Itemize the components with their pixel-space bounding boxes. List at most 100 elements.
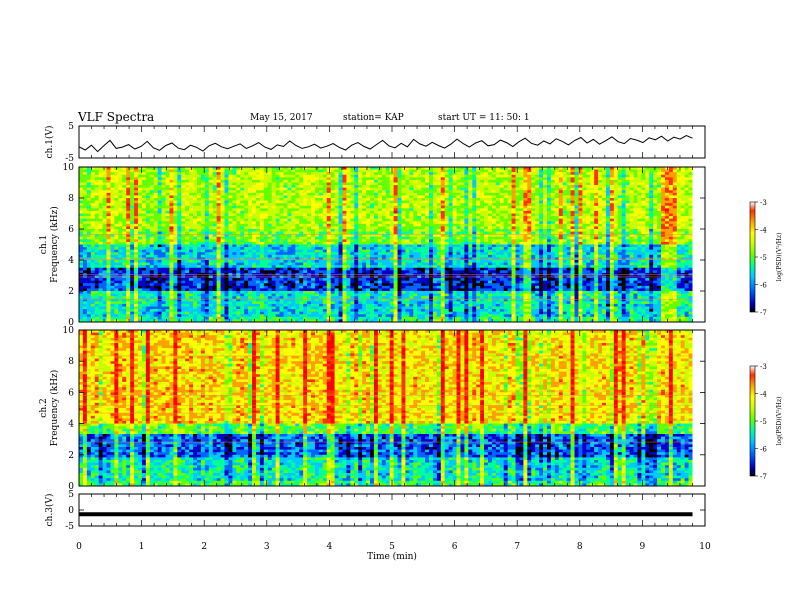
spectrogram-cell xyxy=(598,244,603,248)
spectrogram-cell xyxy=(543,203,548,207)
spectrogram-cell xyxy=(664,231,670,235)
spectrogram-cell xyxy=(318,226,324,230)
spectrogram-cell xyxy=(625,239,630,243)
spectrogram-cell xyxy=(141,210,147,214)
spectrogram-cell xyxy=(346,229,351,232)
spectrogram-cell xyxy=(334,174,339,178)
spectrogram-cell xyxy=(212,236,217,240)
spectrogram-cell xyxy=(307,190,312,194)
spectrogram-cell xyxy=(546,241,552,245)
spectrogram-cell xyxy=(350,213,355,217)
spectrogram-cell xyxy=(661,172,666,176)
spectrogram-cell xyxy=(141,221,147,225)
spectrogram-cell xyxy=(602,190,607,194)
spectrogram-cell xyxy=(342,185,347,188)
spectrogram-cell xyxy=(605,179,611,183)
spectrogram-cell xyxy=(169,190,174,194)
spectrogram-cell xyxy=(193,177,198,181)
spectrogram-cell xyxy=(668,198,674,201)
spectrogram-cell xyxy=(535,210,540,214)
spectrogram-cell xyxy=(413,195,418,199)
spectrogram-cell xyxy=(177,247,182,250)
spectrogram-cell xyxy=(259,198,265,201)
spectrogram-cell xyxy=(484,234,489,238)
spectrogram-cell xyxy=(362,241,367,245)
spectrogram-cell xyxy=(672,190,678,194)
spectrogram-cell xyxy=(275,192,280,196)
spectrogram-cell xyxy=(126,236,131,240)
spectrogram-cell xyxy=(566,172,571,176)
spectrogram-cell xyxy=(326,187,331,191)
spectrogram-cell xyxy=(598,236,603,240)
spectrogram-cell xyxy=(436,226,442,230)
spectrogram-cell xyxy=(173,216,178,219)
spectrogram-cell xyxy=(381,241,387,245)
spectrogram-cell xyxy=(137,187,143,191)
spectrogram-cell xyxy=(558,239,563,243)
spectrogram-cell xyxy=(393,213,398,217)
spectrogram-cell xyxy=(609,226,615,230)
spectrogram-cell xyxy=(487,198,493,201)
spectrogram-cell xyxy=(165,185,170,188)
spectrogram-cell xyxy=(680,236,685,240)
spectrogram-cell xyxy=(629,208,634,212)
spectrogram-cell xyxy=(617,205,622,209)
spectrogram-cell xyxy=(511,236,516,240)
spectrogram-cell xyxy=(377,203,383,207)
spectrogram-cell xyxy=(244,179,249,183)
spectrogram-cell xyxy=(499,223,505,227)
spectrogram-cell xyxy=(531,221,536,225)
spectrogram-cell xyxy=(570,185,575,188)
spectrogram-cell xyxy=(248,187,253,191)
spectrogram-cell xyxy=(236,241,241,245)
spectrogram-cell xyxy=(373,198,379,201)
spectrogram-cell xyxy=(173,169,178,173)
spectrogram-cell xyxy=(79,200,84,204)
spectrogram-cell xyxy=(590,218,595,222)
spectrogram-cell xyxy=(543,198,548,201)
spectrogram-cell xyxy=(267,200,272,204)
spectrogram-cell xyxy=(468,216,473,219)
spectrogram-cell xyxy=(460,210,465,214)
spectrogram-cell xyxy=(240,187,245,191)
spectrogram-cell xyxy=(444,223,449,227)
spectrogram-cell xyxy=(472,213,477,217)
spectrogram-cell xyxy=(429,236,434,240)
spectrogram-cell xyxy=(511,205,516,209)
spectrogram-cell xyxy=(609,239,615,243)
spectrogram-cell xyxy=(617,234,622,238)
spectrogram-cell xyxy=(429,244,434,248)
spectrogram-cell xyxy=(137,172,143,176)
spectrogram-cell xyxy=(137,208,143,212)
spectrogram-cell xyxy=(185,218,190,222)
spectrogram-cell xyxy=(236,221,241,225)
spectrogram-cell xyxy=(385,208,390,212)
spectrogram-cell xyxy=(303,208,308,212)
spectrogram-cell xyxy=(550,182,556,186)
spectrogram-cell xyxy=(334,226,339,230)
spectrogram-cell xyxy=(515,226,520,230)
spectrogram-cell xyxy=(385,179,390,183)
spectrogram-cell xyxy=(283,203,288,207)
spectrogram-cell xyxy=(255,187,261,191)
spectrogram-cell xyxy=(326,208,331,212)
spectrogram-cell xyxy=(480,244,485,248)
spectrogram-cell xyxy=(605,185,611,188)
spectrogram-cell xyxy=(590,221,595,225)
spectrogram-cell xyxy=(499,241,505,245)
spectrogram-cell xyxy=(149,247,155,250)
spectrogram-cell xyxy=(236,185,241,188)
spectrogram-cell xyxy=(204,190,210,194)
spectrogram-cell xyxy=(598,208,603,212)
spectrogram-cell xyxy=(523,172,528,176)
spectrogram-cell xyxy=(275,167,280,170)
spectrogram-cell xyxy=(487,231,493,235)
spectrogram-cell xyxy=(570,200,575,204)
spectrogram-cell xyxy=(645,244,650,248)
spectrogram-cell xyxy=(417,221,422,225)
spectrogram-cell xyxy=(594,182,599,186)
spectrogram-cell xyxy=(684,182,689,186)
spectrogram-cell xyxy=(680,198,685,201)
spectrogram-cell xyxy=(602,229,607,232)
spectrogram-cell xyxy=(554,239,560,243)
